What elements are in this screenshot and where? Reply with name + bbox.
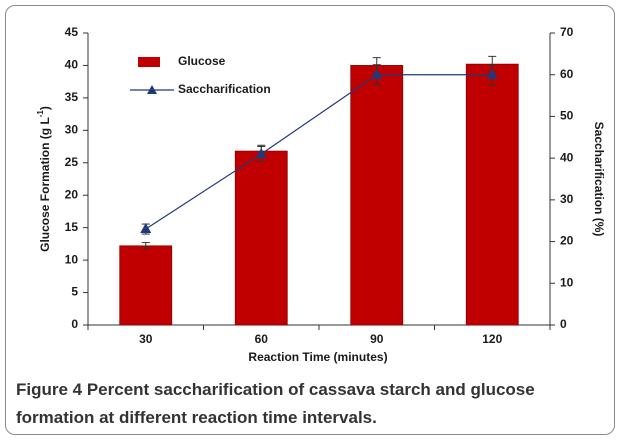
y-tick-label: 35: [65, 90, 79, 104]
y-tick-label: 20: [65, 187, 79, 201]
x-tick-label: 60: [255, 332, 269, 346]
y2-tick-label: 40: [560, 150, 574, 164]
y-tick-label: 5: [71, 285, 78, 299]
caption: Figure 4 Percent saccharification of cas…: [16, 380, 535, 427]
y2-tick-label: 70: [560, 25, 574, 39]
y-tick-label: 25: [65, 155, 79, 169]
legend-label: Glucose: [178, 54, 226, 68]
y2-tick-label: 20: [560, 234, 574, 248]
y2-tick-label: 30: [560, 192, 574, 206]
figure-frame: [5, 5, 615, 435]
y-tick-label: 10: [65, 252, 79, 266]
bar: [234, 150, 288, 326]
y-axis-label-text: Glucose Formation (g L: [38, 117, 52, 252]
marker: [486, 68, 498, 79]
marker: [140, 223, 152, 234]
y2-tick-label: 60: [560, 67, 574, 81]
marker: [371, 68, 383, 79]
y-axis-label-sup: -1: [36, 110, 45, 118]
y2-tick-label: 0: [560, 317, 567, 331]
y-tick-label: 45: [65, 25, 79, 39]
legend-marker: [147, 85, 157, 94]
line: [145, 74, 493, 230]
marker: [255, 147, 267, 158]
y-axis-label: Glucose Formation (g L-1): [36, 106, 52, 252]
x-tick-label: 120: [482, 332, 502, 346]
y-tick-label: 30: [65, 123, 79, 137]
bar: [465, 63, 519, 326]
y-axis-label-suffix: ): [38, 106, 52, 110]
y-tick-label: 0: [71, 317, 78, 331]
x-axis-label: Reaction Time (minutes): [248, 350, 387, 364]
x-tick-label: 30: [139, 332, 153, 346]
legend-swatch: [138, 57, 160, 67]
bar: [119, 245, 173, 326]
y2-tick-label: 50: [560, 109, 574, 123]
y-tick-label: 15: [65, 220, 79, 234]
bar: [350, 65, 404, 326]
y2-tick-label: 10: [560, 275, 574, 289]
x-tick-label: 90: [370, 332, 384, 346]
y2-axis-label: Saccharification (%): [592, 122, 606, 237]
y-tick-label: 40: [65, 58, 79, 72]
legend-label: Saccharification: [178, 82, 271, 96]
